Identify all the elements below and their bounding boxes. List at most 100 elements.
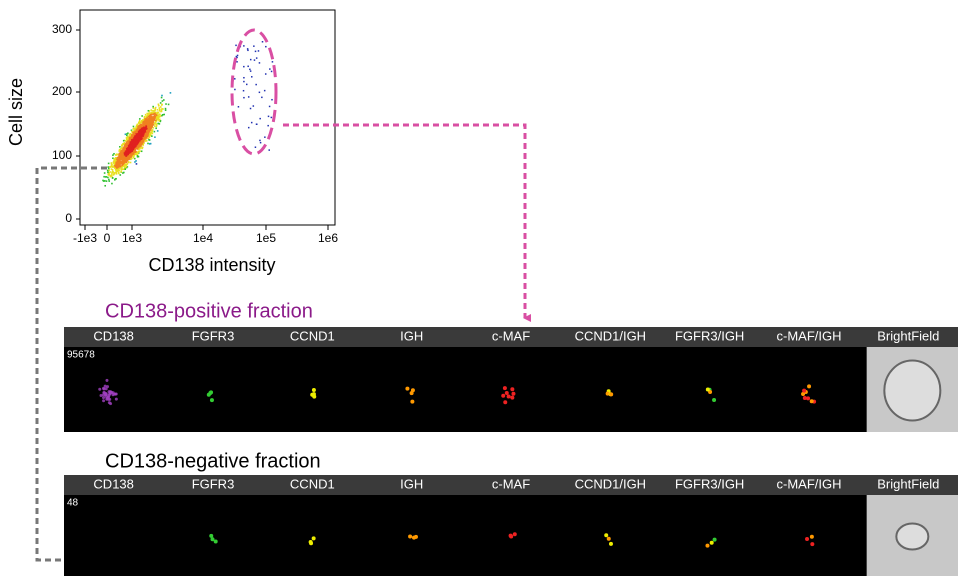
density-point	[141, 137, 143, 139]
density-point	[247, 66, 249, 68]
density-point	[121, 169, 123, 171]
density-point	[121, 155, 123, 157]
density-point	[142, 132, 144, 134]
signal-dot	[803, 396, 807, 400]
density-point	[141, 148, 143, 150]
signal-dot	[807, 384, 811, 388]
density-point	[147, 143, 149, 145]
density-point	[150, 143, 152, 145]
density-point	[136, 125, 138, 127]
density-point	[262, 41, 264, 43]
density-point	[129, 150, 131, 152]
density-point	[251, 122, 253, 124]
density-point	[250, 59, 252, 61]
channel-header: FGFR3	[192, 328, 235, 343]
cd138-stain	[106, 385, 109, 388]
density-point	[135, 151, 137, 153]
signal-dot	[507, 395, 511, 399]
density-point	[127, 137, 129, 139]
density-point	[128, 159, 130, 161]
density-point	[125, 149, 127, 151]
density-point	[128, 145, 130, 147]
density-point	[124, 142, 126, 144]
signal-dot	[503, 400, 507, 404]
density-point	[161, 95, 163, 97]
channel-header: FGFR3/IGH	[675, 476, 744, 491]
density-point	[268, 116, 270, 118]
density-point	[112, 166, 114, 168]
density-point	[148, 139, 150, 141]
density-point	[111, 165, 113, 167]
density-point	[151, 117, 153, 119]
density-point	[258, 50, 260, 52]
density-point	[154, 123, 156, 125]
density-point	[146, 113, 148, 115]
density-point	[119, 155, 121, 157]
density-point	[163, 114, 165, 116]
density-point	[130, 141, 132, 143]
density-point	[129, 147, 131, 149]
density-point	[243, 77, 245, 79]
density-point	[140, 144, 142, 146]
density-point	[123, 172, 125, 174]
plot-frame	[80, 10, 335, 225]
density-point	[159, 110, 161, 112]
density-point	[134, 136, 136, 138]
density-point	[234, 89, 236, 91]
density-point	[124, 166, 126, 168]
density-point	[116, 154, 118, 156]
density-point	[165, 109, 167, 111]
density-point	[134, 140, 136, 142]
signal-dot	[802, 389, 806, 393]
cd138-stain	[104, 393, 107, 396]
density-point	[127, 132, 129, 134]
density-point	[119, 164, 121, 166]
density-point	[125, 140, 127, 142]
density-point	[148, 130, 150, 132]
density-point	[139, 120, 141, 122]
cd138-stain	[109, 402, 112, 405]
density-point	[243, 45, 245, 47]
density-point	[159, 120, 161, 122]
cd138-stain	[114, 393, 117, 396]
density-point	[243, 66, 245, 68]
density-point	[131, 154, 133, 156]
y-axis-label: Cell size	[6, 78, 26, 146]
density-point	[159, 109, 161, 111]
density-point	[149, 133, 151, 135]
density-point	[140, 129, 142, 131]
density-point	[119, 146, 121, 148]
density-point	[126, 138, 128, 140]
signal-dot	[511, 392, 515, 396]
channel-header: c-MAF/IGH	[777, 328, 842, 343]
signal-dot	[810, 542, 814, 546]
density-point	[128, 155, 130, 157]
density-point	[250, 70, 252, 72]
density-point	[156, 112, 158, 114]
density-point	[154, 131, 156, 133]
density-point	[114, 162, 116, 164]
signal-dot	[210, 537, 214, 541]
density-point	[256, 123, 258, 125]
signal-dot	[505, 391, 509, 395]
density-point	[139, 132, 141, 134]
density-point	[135, 160, 137, 162]
density-point	[115, 157, 117, 159]
signal-dot	[607, 537, 611, 541]
density-point	[139, 118, 141, 120]
density-point	[134, 151, 136, 153]
density-point	[259, 118, 261, 120]
density-point	[120, 148, 122, 150]
density-point	[136, 130, 138, 132]
density-point	[121, 167, 123, 169]
density-point	[111, 173, 113, 175]
density-point	[123, 147, 125, 149]
density-plot	[102, 41, 273, 187]
density-point	[144, 119, 146, 121]
density-point	[268, 149, 270, 151]
cd138-stain	[105, 379, 108, 382]
density-point	[134, 138, 136, 140]
density-point	[152, 112, 154, 114]
density-point	[159, 107, 161, 109]
x-tick-label: 1e3	[122, 231, 142, 245]
